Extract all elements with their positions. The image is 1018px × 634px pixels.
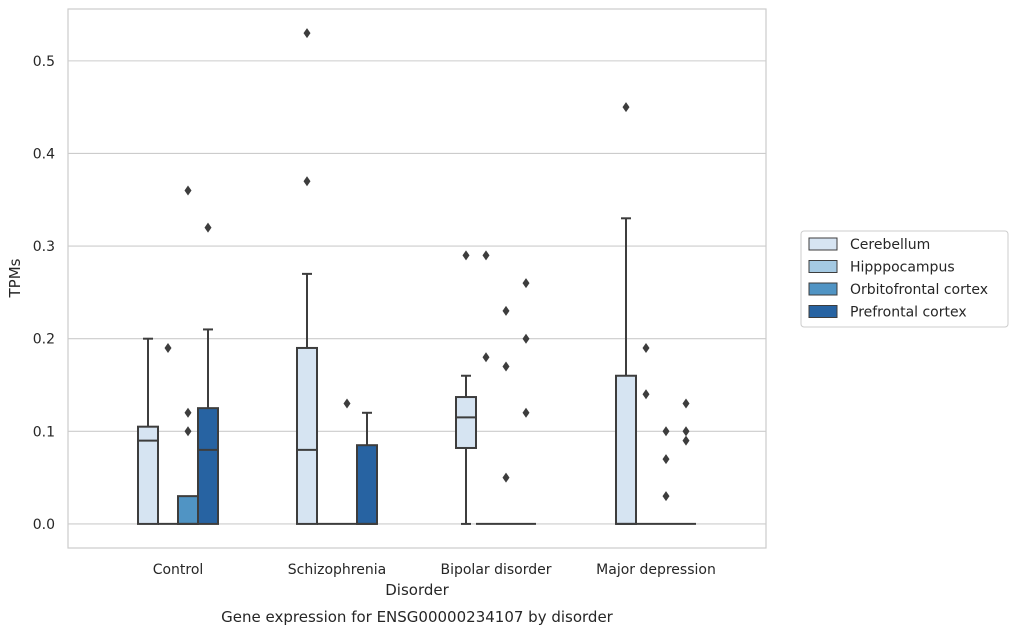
grid-lines <box>68 60 766 525</box>
legend-frame <box>800 230 1009 328</box>
outlier-point <box>462 250 470 261</box>
outlier-point <box>502 472 510 483</box>
y-tick-label: 0.5 <box>33 54 55 70</box>
box-body <box>356 444 378 525</box>
y-tick-label: 0.1 <box>33 424 55 440</box>
box-body <box>296 346 318 525</box>
legend-swatch <box>808 237 838 251</box>
outlier-point <box>184 185 192 196</box>
outlier-point <box>642 342 650 353</box>
outlier-point <box>682 435 690 446</box>
legend-label: Orbitofrontal cortex <box>850 282 988 298</box>
outlier-point <box>204 222 212 233</box>
box-body <box>177 495 199 525</box>
outlier-point <box>303 28 311 39</box>
x-tick-label: Major depression <box>596 562 716 578</box>
box-body <box>197 407 219 525</box>
y-tick-label: 0.2 <box>33 332 55 348</box>
outlier-point <box>522 278 530 289</box>
box-group <box>615 217 637 525</box>
box-body <box>137 425 159 525</box>
outlier-point <box>662 454 670 465</box>
box-group <box>177 495 199 525</box>
outlier-point <box>303 176 311 187</box>
outlier-point <box>343 398 351 409</box>
box-group <box>137 337 159 525</box>
y-axis-label: TPMs <box>6 258 24 298</box>
legend-label: Prefrontal cortex <box>850 305 967 321</box>
outlier-point <box>642 389 650 400</box>
outlier-point <box>164 342 172 353</box>
legend-swatch <box>808 305 838 318</box>
outlier-point <box>682 398 690 409</box>
outlier-point <box>184 407 192 418</box>
x-tick-label: Bipolar disorder <box>440 562 551 578</box>
legend-swatch <box>808 282 838 296</box>
outliers <box>164 28 690 502</box>
box-body <box>615 374 637 525</box>
outlier-point <box>522 407 530 418</box>
outlier-point <box>522 333 530 344</box>
outlier-point <box>622 102 630 113</box>
x-tick-label: Schizophrenia <box>288 562 386 578</box>
box-group <box>455 374 477 525</box>
box-group <box>197 328 219 525</box>
boxes <box>137 217 696 525</box>
box-body <box>455 396 477 449</box>
box-group <box>356 411 378 525</box>
chart-caption: Gene expression for ENSG00000234107 by d… <box>221 608 614 626</box>
outlier-point <box>682 426 690 437</box>
x-tick-label: Control <box>153 562 204 578</box>
outlier-point <box>662 491 670 502</box>
legend: Cerebellum Hipppocampus Orbitofrontal cort… <box>800 230 1009 328</box>
legend-label: Cerebellum <box>850 237 930 253</box>
x-tick-labels: Control Schizophrenia Bipolar disorder Majo… <box>153 562 716 578</box>
outlier-point <box>482 250 490 261</box>
legend-swatch <box>808 260 838 273</box>
legend-label: Hipppocampus <box>850 260 955 276</box>
outlier-point <box>662 426 670 437</box>
y-tick-labels: 0.0 0.1 0.2 0.3 0.4 0.5 <box>33 54 55 533</box>
y-tick-label: 0.3 <box>33 239 55 255</box>
y-tick-label: 0.4 <box>33 146 55 162</box>
plot-area-frame <box>67 8 767 549</box>
outlier-point <box>502 361 510 372</box>
outlier-point <box>482 352 490 363</box>
box-group <box>296 272 318 525</box>
outlier-point <box>502 305 510 316</box>
y-tick-label: 0.0 <box>33 517 55 533</box>
outlier-point <box>184 426 192 437</box>
x-axis-label: Disorder <box>385 581 449 599</box>
